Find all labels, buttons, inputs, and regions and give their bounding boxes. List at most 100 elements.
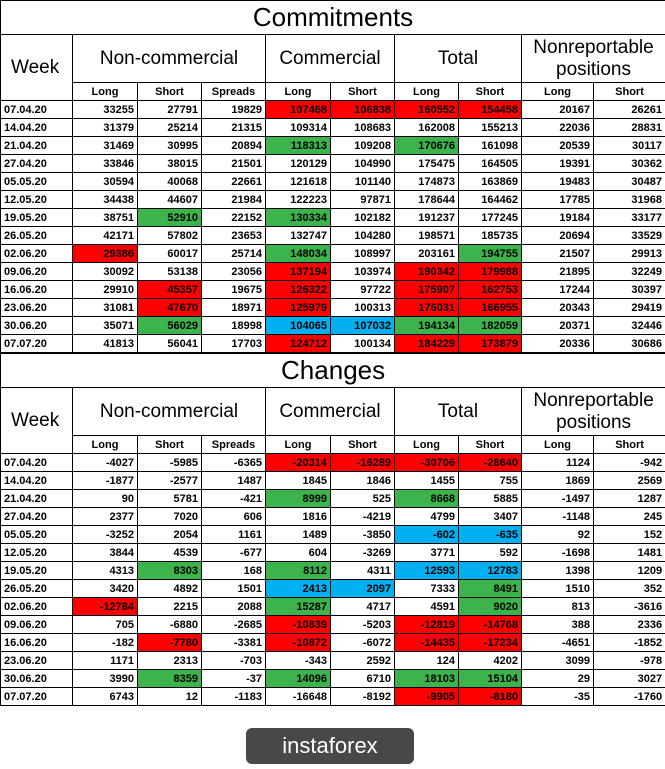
value-cell: -5985 [137, 453, 202, 472]
value-cell: -12784 [72, 597, 138, 616]
data-row: 07.04.20 -4027 -5985 -6365 -20314 -16289 -3070… [0, 453, 665, 472]
value-cell: 163869 [458, 172, 522, 191]
value-cell: 1869 [521, 471, 594, 490]
value-cell: 92 [521, 525, 594, 544]
value-cell: 41813 [72, 334, 138, 353]
value-cell: -421 [201, 489, 266, 508]
value-cell: 29386 [72, 244, 138, 263]
value-cell: 2215 [137, 597, 202, 616]
value-cell: -182 [72, 633, 138, 652]
value-cell: 33529 [592, 226, 665, 245]
table-body: Commitments Week Non-commercial Commercial T… [0, 0, 665, 353]
data-row: 07.04.20 33255 27791 19829 107468 106838 16055… [0, 100, 665, 119]
value-cell: 755 [458, 471, 522, 490]
value-cell: -6365 [201, 453, 266, 472]
value-cell: 109208 [330, 136, 395, 155]
value-cell: 42171 [72, 226, 138, 245]
value-cell: 173879 [458, 334, 522, 353]
value-cell: 352 [592, 579, 665, 598]
value-cell: -3252 [72, 525, 138, 544]
data-row: 07.07.20 6743 12 -1183 -16648 -8192 -9905 -8180… [0, 687, 665, 706]
value-cell: 130334 [265, 208, 331, 227]
value-cell: -978 [592, 651, 665, 670]
value-cell: 161098 [458, 136, 522, 155]
week-cell: 30.06.20 [0, 669, 73, 688]
value-cell: 154458 [458, 100, 522, 119]
week-cell: 21.04.20 [0, 136, 73, 155]
value-cell: 1455 [394, 471, 459, 490]
section-title: Changes [0, 353, 665, 388]
data-row: 02.06.20 -12784 2215 2088 15287 4717 4591 9020 8… [0, 597, 665, 616]
week-cell: 26.05.20 [0, 226, 73, 245]
value-cell: 182059 [458, 316, 522, 335]
table: Changes Week Non-commercial Commercial Total… [0, 353, 665, 706]
value-cell: 1846 [330, 471, 395, 490]
value-cell: 705 [72, 615, 138, 634]
data-row: 23.06.20 31081 47670 18971 125979 100313 17603… [0, 298, 665, 317]
value-cell: 12 [137, 687, 202, 706]
column-group-header: Commercial [265, 34, 395, 83]
value-cell: 121618 [265, 172, 331, 191]
value-cell: 15287 [265, 597, 331, 616]
value-cell: 29 [521, 669, 594, 688]
week-cell: 07.07.20 [0, 334, 73, 353]
value-cell: 15104 [458, 669, 522, 688]
value-cell: 174873 [394, 172, 459, 191]
value-cell: -17234 [458, 633, 522, 652]
value-cell: 30487 [592, 172, 665, 191]
value-cell: 14096 [265, 669, 331, 688]
value-cell: 170676 [394, 136, 459, 155]
value-cell: -8192 [330, 687, 395, 706]
column-group-header: Total [394, 34, 522, 83]
value-cell: -1497 [521, 489, 594, 508]
watermark: instaforex [246, 728, 414, 764]
data-row: 05.05.20 -3252 2054 1161 1489 -3850 -602 -635 92… [0, 525, 665, 544]
column-header: Long [521, 435, 594, 454]
value-cell: 194755 [458, 244, 522, 263]
value-cell: -677 [201, 543, 266, 562]
value-cell: 5781 [137, 489, 202, 508]
value-cell: 20694 [521, 226, 594, 245]
value-cell: 166955 [458, 298, 522, 317]
value-cell: 103974 [330, 262, 395, 281]
value-cell: 3420 [72, 579, 138, 598]
value-cell: 30362 [592, 154, 665, 173]
value-cell: 525 [330, 489, 395, 508]
value-cell: 1501 [201, 579, 266, 598]
value-cell: 28831 [592, 118, 665, 137]
value-cell: 3844 [72, 543, 138, 562]
table: Commitments Week Non-commercial Commercial T… [0, 0, 665, 353]
week-cell: 02.06.20 [0, 244, 73, 263]
column-header: Short [458, 435, 522, 454]
column-header: Long [72, 435, 138, 454]
value-cell: 20539 [521, 136, 594, 155]
column-header: Long [72, 82, 138, 101]
value-cell: 30594 [72, 172, 138, 191]
week-cell: 02.06.20 [0, 597, 73, 616]
column-group-header: Week [0, 34, 73, 101]
value-cell: -343 [265, 651, 331, 670]
value-cell: 152 [592, 525, 665, 544]
column-group-header: Nonreportable positions [520, 387, 665, 436]
value-cell: 3099 [521, 651, 594, 670]
data-row: 02.06.20 29386 60017 25714 148034 108997 20316… [0, 244, 665, 263]
value-cell: 8303 [137, 561, 202, 580]
value-cell: -28640 [458, 453, 522, 472]
week-cell: 19.05.20 [0, 561, 73, 580]
value-cell: 1510 [521, 579, 594, 598]
data-row: 19.05.20 38751 52910 22152 130334 102182 19123… [0, 208, 665, 227]
week-cell: 23.06.20 [0, 651, 73, 670]
value-cell: -20314 [265, 453, 331, 472]
data-row: 12.05.20 3844 4539 -677 604 -3269 3771 592 -1698… [0, 543, 665, 562]
header-row: Week Non-commercial Commercial Total Nonrepo… [0, 387, 665, 454]
data-row: 21.04.20 31469 30995 20894 118313 109208 17067… [0, 136, 665, 155]
value-cell: 1481 [592, 543, 665, 562]
value-cell: 191237 [394, 208, 459, 227]
value-cell: 20343 [521, 298, 594, 317]
value-cell: 190342 [394, 262, 459, 281]
value-cell: 19675 [201, 280, 266, 299]
value-cell: 32249 [592, 262, 665, 281]
value-cell: 1489 [265, 525, 331, 544]
value-cell: 21984 [201, 190, 266, 209]
value-cell: 2313 [137, 651, 202, 670]
